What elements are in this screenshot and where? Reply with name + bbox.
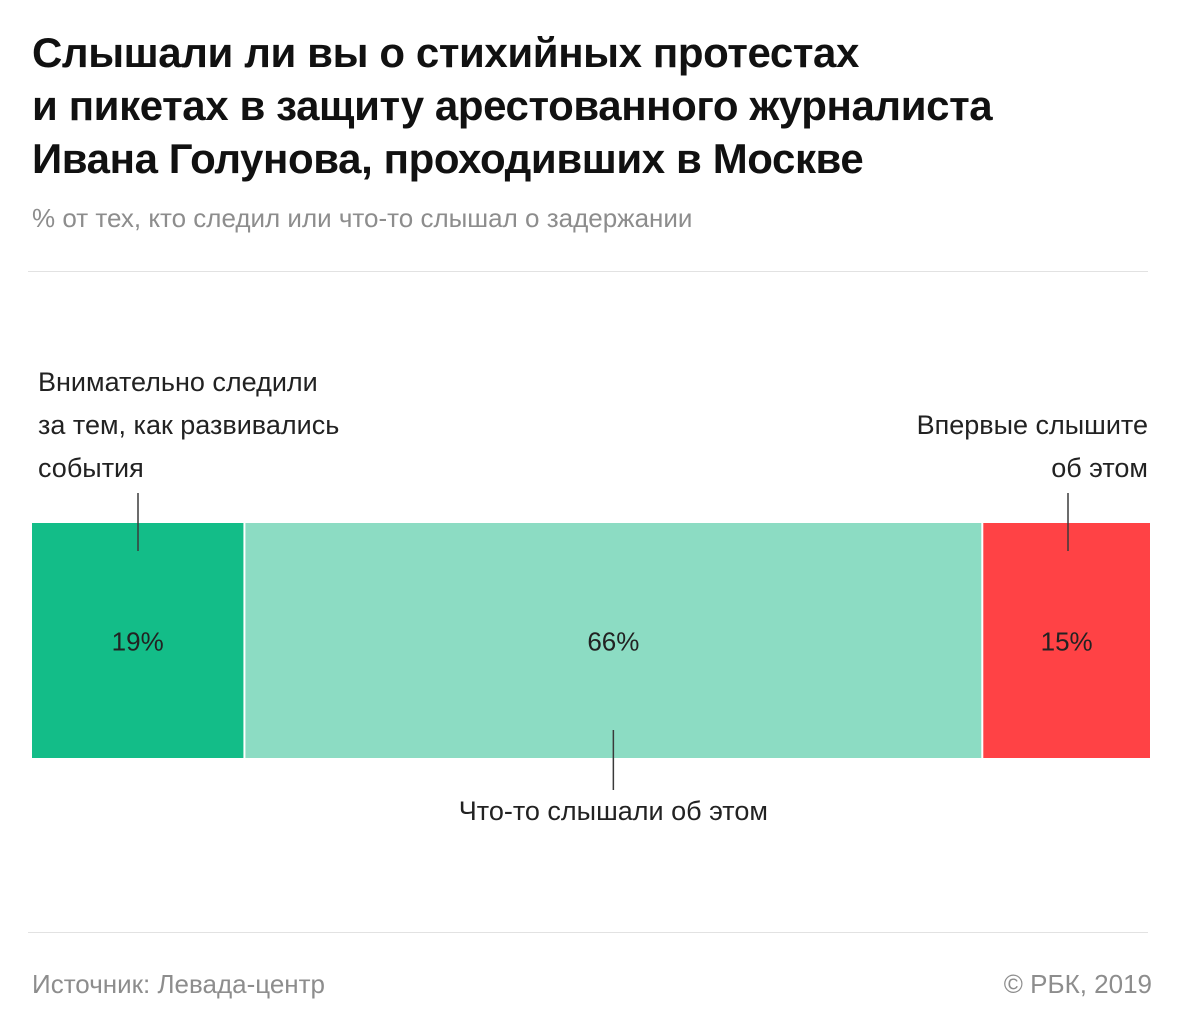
bar-segment	[32, 523, 244, 758]
bar-segment	[983, 523, 1150, 758]
value-label: 66%	[587, 627, 639, 657]
copyright-note: © РБК, 2019	[1003, 969, 1152, 999]
bottom-divider	[28, 932, 1148, 933]
chart-title-line: и пикетах в защиту арестованного журнали…	[32, 82, 993, 129]
category-label: за тем, как развивались	[38, 410, 339, 440]
category-label: Впервые слышите	[917, 410, 1148, 440]
chart-subtitle: % от тех, кто следил или что-то слышал о…	[32, 203, 693, 233]
chart-title-line: Ивана Голунова, проходивших в Москве	[32, 135, 864, 182]
bar-segment	[245, 523, 982, 758]
value-label: 15%	[1041, 627, 1093, 657]
source-note: Источник: Левада-центр	[32, 969, 326, 999]
top-divider	[28, 271, 1148, 272]
chart-title-line: Слышали ли вы о стихийных протестах	[32, 29, 859, 76]
category-label: об этом	[1051, 453, 1148, 483]
category-label: Что-то слышали об этом	[459, 796, 768, 826]
value-label: 19%	[112, 627, 164, 657]
category-label: события	[38, 453, 144, 483]
category-label: Внимательно следили	[38, 367, 318, 397]
chart-title: Слышали ли вы о стихийных протестах и пи…	[32, 26, 1162, 185]
